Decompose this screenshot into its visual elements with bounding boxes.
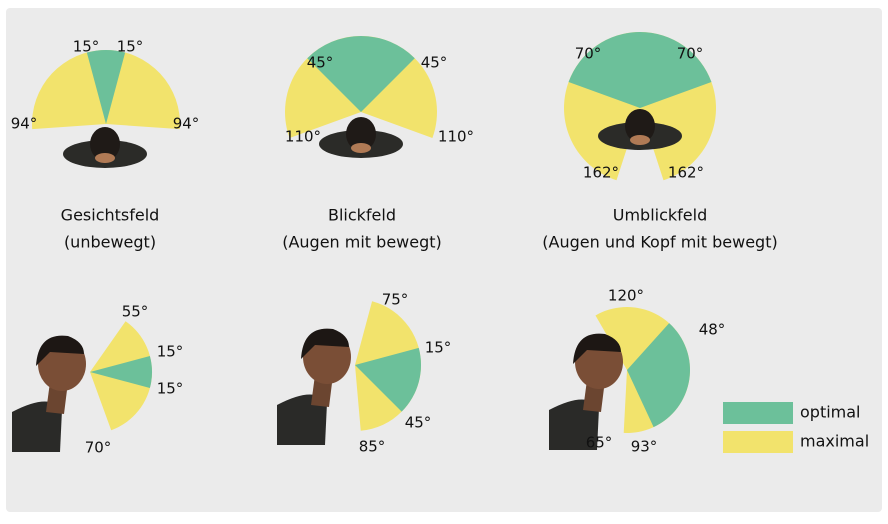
caption: Gesichtsfeld <box>61 206 160 225</box>
angle-label: 55° <box>122 303 149 321</box>
angle-label: 70° <box>677 45 704 63</box>
legend-label: optimal <box>800 403 861 422</box>
face <box>630 135 650 145</box>
angle-label: 45° <box>421 54 448 72</box>
face <box>95 153 115 163</box>
caption: Umblickfeld <box>613 206 707 225</box>
face <box>351 143 371 153</box>
legend-swatch <box>723 402 793 424</box>
angle-label: 70° <box>85 439 112 457</box>
angle-label: 65° <box>586 434 613 452</box>
angle-label: 45° <box>405 414 432 432</box>
angle-label: 15° <box>157 380 184 398</box>
caption: (Augen mit bewegt) <box>282 233 442 252</box>
angle-label: 70° <box>575 45 602 63</box>
angle-label: 15° <box>117 38 144 56</box>
angle-label: 110° <box>285 128 321 146</box>
angle-label: 48° <box>699 321 726 339</box>
angle-label: 93° <box>631 438 658 456</box>
legend-swatch <box>723 431 793 453</box>
angle-label: 94° <box>11 115 38 133</box>
caption: (unbewegt) <box>64 233 156 252</box>
caption: Blickfeld <box>328 206 396 225</box>
angle-label: 162° <box>668 164 704 182</box>
angle-label: 120° <box>608 287 644 305</box>
angle-label: 15° <box>425 339 452 357</box>
angle-label: 85° <box>359 438 386 456</box>
legend-label: maximal <box>800 432 869 451</box>
angle-label: 15° <box>73 38 100 56</box>
angle-label: 94° <box>173 115 200 133</box>
angle-label: 45° <box>307 54 334 72</box>
angle-label: 162° <box>583 164 619 182</box>
caption: (Augen und Kopf mit bewegt) <box>542 233 777 252</box>
angle-label: 110° <box>438 128 474 146</box>
angle-label: 15° <box>157 343 184 361</box>
angle-label: 75° <box>382 291 409 309</box>
diagram: 15° 15° 94° 94° Gesichtsfeld (unbewegt) 45° 45°… <box>0 0 888 520</box>
